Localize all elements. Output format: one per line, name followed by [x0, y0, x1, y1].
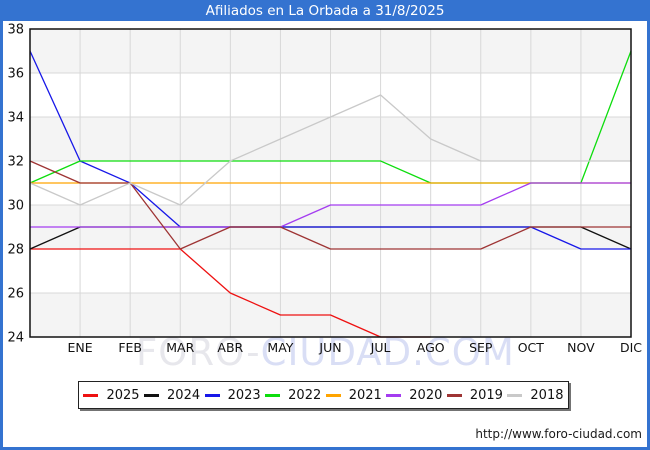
- x-tick-label-abr: ABR: [217, 340, 243, 355]
- legend: 2025 2024 2023 2022 2021 2020 2019 2018: [78, 381, 569, 409]
- legend-swatch-2021: [325, 393, 341, 397]
- x-tick-label-dic: DIC: [620, 340, 642, 355]
- x-tick-label-jun: JUN: [318, 340, 341, 355]
- y-tick-label: 32: [7, 155, 24, 170]
- y-tick-label: 26: [7, 287, 24, 302]
- legend-label-2024: 2024: [167, 387, 201, 403]
- series-2020-line: [30, 182, 631, 228]
- legend-swatch-2019: [446, 393, 462, 397]
- legend-swatch-2024: [144, 393, 160, 397]
- legend-label-2023: 2023: [227, 387, 261, 403]
- legend-item-2025: 2025: [83, 387, 140, 403]
- legend-item-2019: 2019: [446, 387, 503, 403]
- x-tick-label-may: MAY: [267, 340, 293, 355]
- legend-label-2019: 2019: [469, 387, 503, 403]
- y-tick-label: 36: [7, 67, 24, 82]
- x-tick-label-jul: JUL: [370, 340, 391, 355]
- legend-item-2020: 2020: [386, 388, 442, 403]
- legend-item-2018: 2018: [507, 387, 564, 403]
- watermark-right: CIUDAD.COM: [260, 331, 515, 374]
- plot-border: [29, 28, 632, 338]
- footer-url: http://www.foro-ciudad.com: [475, 427, 642, 441]
- legend-label-2018: 2018: [530, 387, 564, 403]
- x-tick-label-oct: OCT: [518, 340, 545, 355]
- legend-label-2020: 2020: [409, 387, 443, 403]
- foro-ciudad-watermark: FORO-CIUDAD.COM: [136, 331, 515, 374]
- legend-swatch-2018: [507, 393, 523, 397]
- x-tick-label-mar: MAR: [166, 340, 194, 355]
- legend-item-2021: 2021: [325, 387, 382, 403]
- legend-label-2021: 2021: [348, 387, 382, 403]
- chart-title: Afiliados en La Orbada a 31/8/2025: [205, 3, 445, 19]
- legend-label-2022: 2022: [288, 387, 322, 403]
- y-tick-label: 38: [7, 23, 24, 38]
- legend-item-2022: 2022: [265, 388, 321, 403]
- legend-swatch-2022: [265, 393, 281, 397]
- y-tick-label: 34: [7, 111, 24, 126]
- y-tick-label: 24: [7, 331, 24, 346]
- line-chart-plot: 38 36 34 32 30 28 26 24 ENE FEB MAR ABR MAY JUN JUL AGO…: [7, 23, 642, 356]
- x-tick-label-feb: FEB: [118, 340, 142, 355]
- series-2025-line: [30, 248, 431, 338]
- x-tick-label-nov: NOV: [567, 340, 595, 355]
- legend-item-2024: 2024: [144, 388, 200, 403]
- y-tick-label: 30: [7, 199, 24, 214]
- legend-swatch-2023: [204, 393, 220, 397]
- legend-swatch-2025: [83, 393, 99, 397]
- y-tick-label: 28: [7, 243, 24, 258]
- legend-label-2025: 2025: [106, 387, 140, 403]
- x-tick-label-ene: ENE: [68, 340, 93, 355]
- legend-swatch-2020: [386, 393, 402, 397]
- series-2018-line: [29, 94, 631, 206]
- x-tick-label-ago: AGO: [417, 340, 445, 355]
- chart-title-bar: Afiliados en La Orbada a 31/8/2025: [3, 2, 647, 21]
- x-tick-label-sep: SEP: [469, 340, 493, 355]
- watermark-left: FORO-: [136, 331, 261, 374]
- legend-item-2023: 2023: [204, 387, 261, 403]
